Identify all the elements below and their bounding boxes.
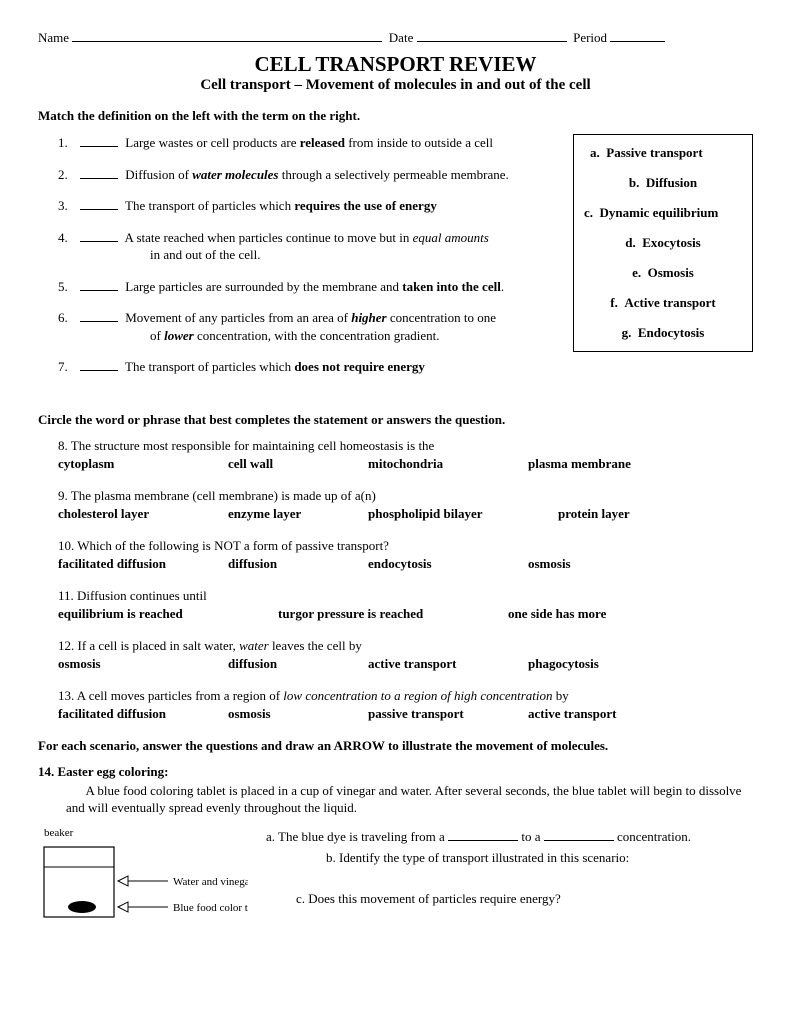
mc-option[interactable]: cell wall [228, 456, 368, 472]
mc-question-text: 8. The structure most responsible for ma… [58, 438, 753, 454]
mc-question: 8. The structure most responsible for ma… [58, 438, 753, 472]
arrow-label-1: Water and vinegar [173, 876, 248, 888]
answer-blank[interactable] [80, 230, 118, 242]
mc-option[interactable]: facilitated diffusion [58, 556, 228, 572]
main-title: CELL TRANSPORT REVIEW [38, 52, 753, 77]
mc-option[interactable]: osmosis [228, 706, 368, 722]
mc-option[interactable]: endocytosis [368, 556, 528, 572]
match-instruction: Match the definition on the left with th… [38, 108, 753, 124]
term: d. Exocytosis [582, 235, 744, 251]
mc-question: 11. Diffusion continues until equilibrium… [58, 588, 753, 622]
name-label: Name [38, 30, 69, 45]
mc-option[interactable]: osmosis [58, 656, 228, 672]
multiple-choice-section: 8. The structure most responsible for ma… [38, 438, 753, 722]
mc-option[interactable]: enzyme layer [228, 506, 368, 522]
mc-option[interactable]: cytoplasm [58, 456, 228, 472]
match-item: 4. A state reached when particles contin… [58, 229, 555, 264]
subtitle: Cell transport – Movement of molecules i… [38, 77, 753, 94]
term-box: a. Passive transport b. Diffusion c. Dyn… [573, 134, 753, 352]
mc-question-text: 12. If a cell is placed in salt water, w… [58, 638, 753, 654]
mc-option[interactable]: equilibrium is reached [58, 606, 278, 622]
q14c: c. Does this movement of particles requi… [296, 889, 753, 910]
mc-question: 12. If a cell is placed in salt water, w… [58, 638, 753, 672]
circle-instruction: Circle the word or phrase that best comp… [38, 412, 753, 428]
period-blank[interactable] [610, 41, 665, 42]
answer-blank[interactable] [80, 279, 118, 291]
mc-question-text: 13. A cell moves particles from a region… [58, 688, 753, 704]
mc-options: facilitated diffusionosmosispassive tran… [58, 706, 753, 722]
matching-section: 1. Large wastes or cell products are rel… [38, 134, 753, 390]
scenario-instruction: For each scenario, answer the questions … [38, 738, 753, 754]
mc-question-text: 9. The plasma membrane (cell membrane) i… [58, 488, 753, 504]
mc-option[interactable]: diffusion [228, 556, 368, 572]
mc-option[interactable]: passive transport [368, 706, 528, 722]
period-label: Period [573, 30, 607, 45]
answer-blank[interactable] [80, 310, 118, 322]
mc-options: cytoplasmcell wallmitochondriaplasma mem… [58, 456, 753, 472]
header-fields: Name Date Period [38, 30, 753, 46]
mc-question-text: 10. Which of the following is NOT a form… [58, 538, 753, 554]
mc-option[interactable]: facilitated diffusion [58, 706, 228, 722]
match-item: 7. The transport of particles which does… [58, 358, 555, 376]
scenario-questions: a. The blue dye is traveling from a to a… [266, 827, 753, 909]
answer-blank[interactable] [80, 359, 118, 371]
mc-option[interactable]: phospholipid bilayer [368, 506, 558, 522]
term: c. Dynamic equilibrium [582, 205, 744, 221]
scenario-block: beaker Water and vinegar Blue food color… [38, 827, 753, 934]
mc-option[interactable]: cholesterol layer [58, 506, 228, 522]
mc-option[interactable]: one side has more [508, 606, 658, 622]
q14b: b. Identify the type of transport illust… [326, 848, 753, 869]
mc-option[interactable]: diffusion [228, 656, 368, 672]
match-item: 5. Large particles are surrounded by the… [58, 278, 555, 296]
answer-blank[interactable] [80, 198, 118, 210]
match-item: 6. Movement of any particles from an are… [58, 309, 555, 344]
match-item: 2. Diffusion of water molecules through … [58, 166, 555, 184]
mc-options: facilitated diffusiondiffusionendocytosi… [58, 556, 753, 572]
mc-options: equilibrium is reachedturgor pressure is… [58, 606, 753, 622]
match-item: 3. The transport of particles which requ… [58, 197, 555, 215]
mc-option[interactable]: mitochondria [368, 456, 528, 472]
worksheet-page: Name Date Period CELL TRANSPORT REVIEW C… [0, 0, 791, 1024]
term: a. Passive transport [582, 145, 744, 161]
mc-question: 9. The plasma membrane (cell membrane) i… [58, 488, 753, 522]
mc-option[interactable]: osmosis [528, 556, 628, 572]
beaker-svg: Water and vinegar Blue food color tablet [38, 841, 248, 931]
answer-blank[interactable] [544, 830, 614, 841]
mc-options: osmosisdiffusionactive transportphagocyt… [58, 656, 753, 672]
mc-question-text: 11. Diffusion continues until [58, 588, 753, 604]
term: b. Diffusion [582, 175, 744, 191]
mc-option[interactable]: turgor pressure is reached [278, 606, 508, 622]
mc-option[interactable]: active transport [368, 656, 528, 672]
match-item: 1. Large wastes or cell products are rel… [58, 134, 555, 152]
term: g. Endocytosis [582, 325, 744, 341]
mc-option[interactable]: active transport [528, 706, 658, 722]
scenario-title: 14. Easter egg coloring: [38, 764, 753, 780]
term: e. Osmosis [582, 265, 744, 281]
mc-option[interactable]: plasma membrane [528, 456, 668, 472]
mc-question: 13. A cell moves particles from a region… [58, 688, 753, 722]
mc-options: cholesterol layerenzyme layerphospholipi… [58, 506, 753, 522]
scenario-text: A blue food coloring tablet is placed in… [66, 782, 753, 817]
mc-option[interactable]: phagocytosis [528, 656, 648, 672]
date-label: Date [389, 30, 414, 45]
name-blank[interactable] [72, 41, 382, 42]
arrow-label-2: Blue food color tablet [173, 902, 248, 914]
beaker-diagram: beaker Water and vinegar Blue food color… [38, 827, 248, 934]
answer-blank[interactable] [80, 167, 118, 179]
answer-blank[interactable] [448, 830, 518, 841]
mc-option[interactable]: protein layer [558, 506, 668, 522]
term: f. Active transport [582, 295, 744, 311]
mc-question: 10. Which of the following is NOT a form… [58, 538, 753, 572]
date-blank[interactable] [417, 41, 567, 42]
q14a: a. The blue dye is traveling from a to a… [266, 827, 753, 848]
answer-blank[interactable] [80, 135, 118, 147]
match-definitions: 1. Large wastes or cell products are rel… [38, 134, 555, 390]
